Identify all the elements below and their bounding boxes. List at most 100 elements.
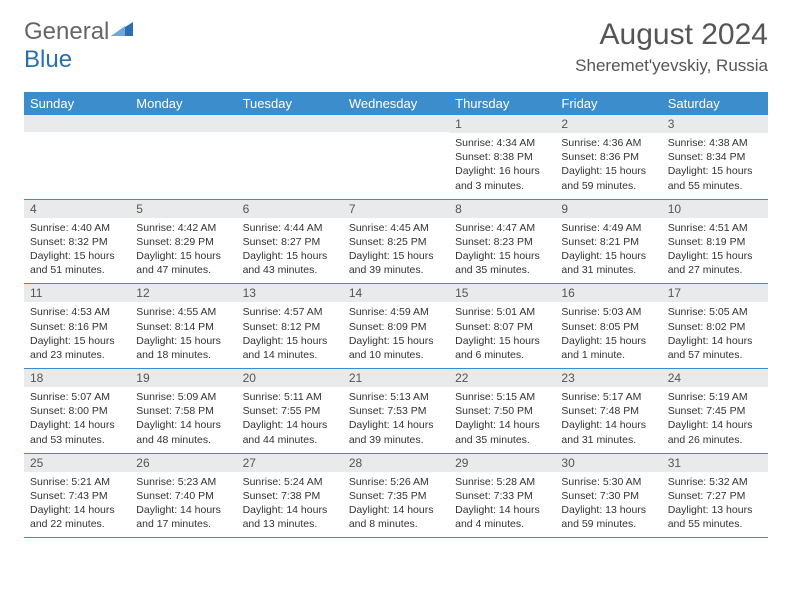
day-detail: Sunrise: 4:59 AMSunset: 8:09 PMDaylight:…: [343, 302, 449, 368]
day-detail: Sunrise: 4:42 AMSunset: 8:29 PMDaylight:…: [130, 218, 236, 284]
day-detail: Sunrise: 5:07 AMSunset: 8:00 PMDaylight:…: [24, 387, 130, 453]
day-detail: Sunrise: 5:03 AMSunset: 8:05 PMDaylight:…: [555, 302, 661, 368]
day-detail: Sunrise: 4:36 AMSunset: 8:36 PMDaylight:…: [555, 133, 661, 199]
calendar-header-row: SundayMondayTuesdayWednesdayThursdayFrid…: [24, 92, 768, 115]
day-number: 15: [449, 284, 555, 302]
weekday-header: Monday: [130, 92, 236, 115]
day-detail: Sunrise: 5:15 AMSunset: 7:50 PMDaylight:…: [449, 387, 555, 453]
calendar-cell: 26Sunrise: 5:23 AMSunset: 7:40 PMDayligh…: [130, 453, 236, 538]
calendar-table: SundayMondayTuesdayWednesdayThursdayFrid…: [24, 92, 768, 538]
day-detail: Sunrise: 4:40 AMSunset: 8:32 PMDaylight:…: [24, 218, 130, 284]
day-number: 12: [130, 284, 236, 302]
calendar-week-row: 1Sunrise: 4:34 AMSunset: 8:38 PMDaylight…: [24, 115, 768, 199]
calendar-cell: 3Sunrise: 4:38 AMSunset: 8:34 PMDaylight…: [662, 115, 768, 199]
calendar-week-row: 18Sunrise: 5:07 AMSunset: 8:00 PMDayligh…: [24, 369, 768, 454]
calendar-cell: 29Sunrise: 5:28 AMSunset: 7:33 PMDayligh…: [449, 453, 555, 538]
day-number: 21: [343, 369, 449, 387]
day-detail: Sunrise: 4:57 AMSunset: 8:12 PMDaylight:…: [237, 302, 343, 368]
calendar-cell: 12Sunrise: 4:55 AMSunset: 8:14 PMDayligh…: [130, 284, 236, 369]
day-detail: Sunrise: 5:13 AMSunset: 7:53 PMDaylight:…: [343, 387, 449, 453]
day-number: 10: [662, 200, 768, 218]
weekday-header: Sunday: [24, 92, 130, 115]
calendar-cell: 23Sunrise: 5:17 AMSunset: 7:48 PMDayligh…: [555, 369, 661, 454]
day-number: 1: [449, 115, 555, 133]
day-detail: Sunrise: 5:23 AMSunset: 7:40 PMDaylight:…: [130, 472, 236, 538]
day-number: 26: [130, 454, 236, 472]
day-number: 14: [343, 284, 449, 302]
day-number: 3: [662, 115, 768, 133]
day-number: 19: [130, 369, 236, 387]
calendar-cell: 11Sunrise: 4:53 AMSunset: 8:16 PMDayligh…: [24, 284, 130, 369]
day-number: 5: [130, 200, 236, 218]
day-detail: Sunrise: 4:38 AMSunset: 8:34 PMDaylight:…: [662, 133, 768, 199]
day-number: 20: [237, 369, 343, 387]
day-number: 27: [237, 454, 343, 472]
calendar-cell: 13Sunrise: 4:57 AMSunset: 8:12 PMDayligh…: [237, 284, 343, 369]
calendar-cell: [237, 115, 343, 199]
calendar-cell: 14Sunrise: 4:59 AMSunset: 8:09 PMDayligh…: [343, 284, 449, 369]
day-number: 7: [343, 200, 449, 218]
calendar-cell: 19Sunrise: 5:09 AMSunset: 7:58 PMDayligh…: [130, 369, 236, 454]
day-detail: Sunrise: 5:11 AMSunset: 7:55 PMDaylight:…: [237, 387, 343, 453]
day-detail: Sunrise: 5:32 AMSunset: 7:27 PMDaylight:…: [662, 472, 768, 538]
day-detail: Sunrise: 5:17 AMSunset: 7:48 PMDaylight:…: [555, 387, 661, 453]
calendar-cell: 5Sunrise: 4:42 AMSunset: 8:29 PMDaylight…: [130, 199, 236, 284]
calendar-cell: 8Sunrise: 4:47 AMSunset: 8:23 PMDaylight…: [449, 199, 555, 284]
calendar-cell: 10Sunrise: 4:51 AMSunset: 8:19 PMDayligh…: [662, 199, 768, 284]
weekday-header: Saturday: [662, 92, 768, 115]
calendar-cell: 31Sunrise: 5:32 AMSunset: 7:27 PMDayligh…: [662, 453, 768, 538]
day-number: 29: [449, 454, 555, 472]
day-detail: Sunrise: 5:28 AMSunset: 7:33 PMDaylight:…: [449, 472, 555, 538]
day-detail: Sunrise: 5:30 AMSunset: 7:30 PMDaylight:…: [555, 472, 661, 538]
calendar-cell: 6Sunrise: 4:44 AMSunset: 8:27 PMDaylight…: [237, 199, 343, 284]
calendar-cell: 1Sunrise: 4:34 AMSunset: 8:38 PMDaylight…: [449, 115, 555, 199]
day-detail: Sunrise: 5:26 AMSunset: 7:35 PMDaylight:…: [343, 472, 449, 538]
location: Sheremet'yevskiy, Russia: [575, 56, 768, 76]
day-number: 25: [24, 454, 130, 472]
day-detail: Sunrise: 5:05 AMSunset: 8:02 PMDaylight:…: [662, 302, 768, 368]
calendar-week-row: 25Sunrise: 5:21 AMSunset: 7:43 PMDayligh…: [24, 453, 768, 538]
calendar-week-row: 11Sunrise: 4:53 AMSunset: 8:16 PMDayligh…: [24, 284, 768, 369]
calendar-body: 1Sunrise: 4:34 AMSunset: 8:38 PMDaylight…: [24, 115, 768, 538]
calendar-cell: 18Sunrise: 5:07 AMSunset: 8:00 PMDayligh…: [24, 369, 130, 454]
day-number: 13: [237, 284, 343, 302]
header: General August 2024 Sheremet'yevskiy, Ru…: [24, 18, 768, 76]
day-detail: Sunrise: 5:19 AMSunset: 7:45 PMDaylight:…: [662, 387, 768, 453]
day-detail: Sunrise: 5:21 AMSunset: 7:43 PMDaylight:…: [24, 472, 130, 538]
day-detail: Sunrise: 4:44 AMSunset: 8:27 PMDaylight:…: [237, 218, 343, 284]
weekday-header: Thursday: [449, 92, 555, 115]
day-detail: Sunrise: 4:49 AMSunset: 8:21 PMDaylight:…: [555, 218, 661, 284]
day-number: 28: [343, 454, 449, 472]
day-detail: Sunrise: 5:01 AMSunset: 8:07 PMDaylight:…: [449, 302, 555, 368]
logo-text-general: General: [24, 18, 109, 46]
calendar-cell: 2Sunrise: 4:36 AMSunset: 8:36 PMDaylight…: [555, 115, 661, 199]
calendar-cell: 17Sunrise: 5:05 AMSunset: 8:02 PMDayligh…: [662, 284, 768, 369]
day-detail: Sunrise: 4:51 AMSunset: 8:19 PMDaylight:…: [662, 218, 768, 284]
day-detail: Sunrise: 4:45 AMSunset: 8:25 PMDaylight:…: [343, 218, 449, 284]
weekday-header: Friday: [555, 92, 661, 115]
logo-triangle-icon: [111, 22, 133, 43]
logo: General: [24, 18, 133, 46]
day-number: 16: [555, 284, 661, 302]
calendar-cell: 15Sunrise: 5:01 AMSunset: 8:07 PMDayligh…: [449, 284, 555, 369]
calendar-cell: 24Sunrise: 5:19 AMSunset: 7:45 PMDayligh…: [662, 369, 768, 454]
day-number: 8: [449, 200, 555, 218]
calendar-cell: 30Sunrise: 5:30 AMSunset: 7:30 PMDayligh…: [555, 453, 661, 538]
day-number: 2: [555, 115, 661, 133]
logo-text-blue: Blue: [24, 46, 72, 74]
day-number: 11: [24, 284, 130, 302]
day-number: 24: [662, 369, 768, 387]
calendar-cell: 22Sunrise: 5:15 AMSunset: 7:50 PMDayligh…: [449, 369, 555, 454]
calendar-cell: 25Sunrise: 5:21 AMSunset: 7:43 PMDayligh…: [24, 453, 130, 538]
day-detail: Sunrise: 4:47 AMSunset: 8:23 PMDaylight:…: [449, 218, 555, 284]
calendar-cell: 27Sunrise: 5:24 AMSunset: 7:38 PMDayligh…: [237, 453, 343, 538]
day-number: 18: [24, 369, 130, 387]
calendar-cell: 21Sunrise: 5:13 AMSunset: 7:53 PMDayligh…: [343, 369, 449, 454]
title-block: August 2024 Sheremet'yevskiy, Russia: [575, 18, 768, 76]
day-number: 30: [555, 454, 661, 472]
day-detail: Sunrise: 4:55 AMSunset: 8:14 PMDaylight:…: [130, 302, 236, 368]
calendar-cell: 28Sunrise: 5:26 AMSunset: 7:35 PMDayligh…: [343, 453, 449, 538]
day-number: 9: [555, 200, 661, 218]
weekday-header: Tuesday: [237, 92, 343, 115]
day-number: 22: [449, 369, 555, 387]
